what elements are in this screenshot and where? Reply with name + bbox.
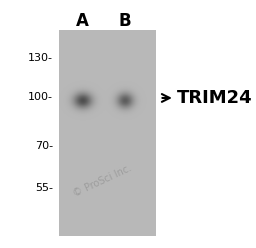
Text: © ProSci Inc.: © ProSci Inc.: [71, 163, 133, 199]
Text: 100-: 100-: [28, 92, 53, 102]
Text: 130-: 130-: [28, 53, 53, 63]
Bar: [59, 30, 156, 236]
Text: A: A: [76, 12, 89, 30]
Text: B: B: [119, 12, 131, 30]
Text: TRIM24: TRIM24: [177, 89, 253, 107]
Text: 55-: 55-: [35, 184, 53, 193]
Text: 70-: 70-: [35, 141, 53, 151]
